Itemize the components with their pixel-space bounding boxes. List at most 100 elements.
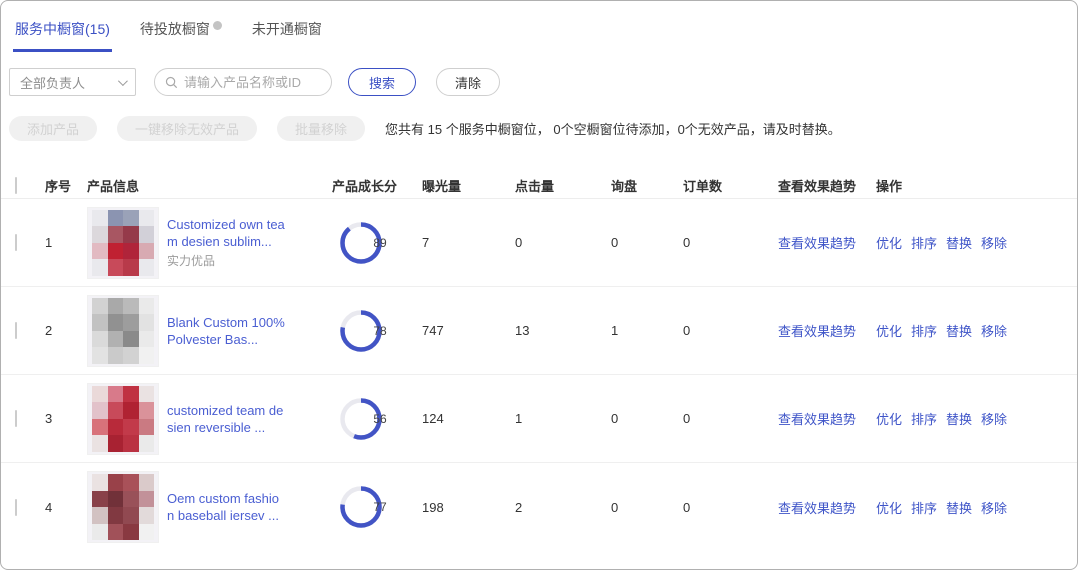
product-cell: Oem custom fashion baseball iersev ... [87,471,332,543]
optimize-link[interactable]: 优化 [876,500,903,516]
inquiries-value: 0 [611,411,619,426]
sort-link[interactable]: 排序 [911,500,938,516]
row-index: 4 [45,499,53,515]
inquiries-value: 1 [611,323,619,338]
row-checkbox[interactable] [15,234,17,251]
exposure-value: 124 [422,411,444,426]
optimize-link[interactable]: 优化 [876,412,903,427]
product-title-link[interactable]: customized team desien reversible ... [167,402,284,435]
row-operations: 优化 排序 替换 移除 [876,498,1077,517]
product-thumbnail-mosaic [92,474,154,540]
product-thumbnail[interactable] [87,294,159,367]
inquiries-value: 0 [611,235,619,250]
view-trend-link[interactable]: 查看效果趋势 [778,324,857,339]
row-operations: 优化 排序 替换 移除 [876,321,1077,340]
product-thumbnail-mosaic [92,209,154,276]
batch-remove-button[interactable]: 批量移除 [277,116,366,141]
product-cell: customized team desien reversible ... [87,382,332,455]
product-thumbnail-mosaic [92,297,154,364]
row-checkbox[interactable] [15,322,17,339]
row-index: 3 [45,411,53,426]
owner-select-value: 全部负责人 [20,75,86,91]
product-title-link[interactable]: Oem custom fashion baseball iersev ... [167,491,280,523]
filter-row: 全部负责人 搜索 清除 [1,52,1077,96]
header-trend: 查看效果趋势 [778,179,857,194]
select-all-checkbox[interactable] [15,177,17,194]
sort-link[interactable]: 排序 [911,324,938,339]
clicks-value: 13 [515,323,530,338]
product-thumbnail[interactable] [87,206,159,279]
orders-value: 0 [683,235,691,250]
view-trend-link[interactable]: 查看效果趋势 [778,236,857,251]
clicks-value: 1 [515,411,523,426]
sort-link[interactable]: 排序 [911,236,938,251]
view-trend-link[interactable]: 查看效果趋势 [778,500,857,516]
remove-link[interactable]: 移除 [981,412,1008,427]
row-operations: 优化 排序 替换 移除 [876,233,1077,252]
replace-link[interactable]: 替换 [946,500,973,516]
product-thumbnail[interactable] [87,471,159,543]
header-operations: 操作 [876,179,903,194]
row-index: 1 [45,235,53,250]
replace-link[interactable]: 替换 [946,412,973,427]
inquiries-value: 0 [611,499,619,515]
table-body: 1 Customized own team desien sublim... 实… [1,199,1077,551]
sort-link[interactable]: 排序 [911,412,938,427]
row-index: 2 [45,323,53,338]
search-input[interactable] [184,74,321,90]
row-checkbox[interactable] [15,410,17,427]
growth-score-ring: 89 [338,220,422,266]
remove-link[interactable]: 移除 [981,236,1008,251]
add-product-button[interactable]: 添加产品 [9,116,98,141]
product-title-link[interactable]: Blank Custom 100% Polvester Bas... [167,314,285,347]
optimize-link[interactable]: 优化 [876,324,903,339]
view-trend-link[interactable]: 查看效果趋势 [778,412,857,427]
table-row: 2 Blank Custom 100% Polvester Bas... 78 … [1,287,1077,375]
replace-link[interactable]: 替换 [946,324,973,339]
remove-link[interactable]: 移除 [981,500,1008,516]
header-product-info: 产品信息 [87,179,140,194]
exposure-value: 7 [422,235,430,250]
tab-pending-showcase[interactable]: 待投放橱窗 [138,19,224,52]
header-growth-score: 产品成长分 [332,179,398,194]
bulk-actions-row: 添加产品 一键移除无效产品 批量移除 您共有 15 个服务中橱窗位， 0个空橱窗… [1,96,1077,141]
growth-score-ring: 56 [338,396,422,442]
showcase-summary-text: 您共有 15 个服务中橱窗位， 0个空橱窗位待添加，0个无效产品，请及时替换。 [385,122,841,137]
header-index: 序号 [45,179,72,194]
growth-score-value: 89 [373,235,387,250]
chevron-down-icon [117,75,128,86]
clear-button[interactable]: 清除 [436,68,500,96]
product-cell: Customized own team desien sublim... 实力优… [87,206,332,279]
search-button[interactable]: 搜索 [348,68,416,96]
table-row: 4 Oem custom fashion baseball iersev ...… [1,463,1077,551]
product-thumbnail-mosaic [92,385,154,452]
tab-pending-showcase-label: 待投放橱窗 [139,21,210,37]
tab-unopened-showcase[interactable]: 未开通橱窗 [250,19,324,52]
row-operations: 优化 排序 替换 移除 [876,409,1077,428]
row-checkbox[interactable] [15,498,17,516]
replace-link[interactable]: 替换 [946,236,973,251]
exposure-value: 198 [422,499,444,515]
tab-active-showcase[interactable]: 服务中橱窗(15) [13,19,112,52]
header-orders: 订单数 [683,179,723,194]
orders-value: 0 [683,323,691,338]
header-exposure: 曝光量 [422,179,462,194]
product-cell: Blank Custom 100% Polvester Bas... [87,294,332,367]
remove-link[interactable]: 移除 [981,324,1008,339]
exposure-value: 747 [422,323,444,338]
clicks-value: 2 [515,499,523,515]
table-header: 序号 产品信息 产品成长分 曝光量 点击量 询盘 订单数 查看效果趋势 操作 [1,173,1077,199]
product-title-link[interactable]: Customized own team desien sublim... [167,217,285,249]
owner-select[interactable]: 全部负责人 [9,68,136,96]
remove-invalid-products-button[interactable]: 一键移除无效产品 [117,116,258,141]
growth-score-ring: 77 [338,484,422,530]
header-clicks: 点击量 [515,179,555,194]
product-tag: 实力优品 [167,254,216,268]
search-box[interactable] [154,68,332,96]
product-thumbnail[interactable] [87,382,159,455]
clicks-value: 0 [515,235,523,250]
tab-unopened-showcase-label: 未开通橱窗 [251,21,322,37]
growth-score-cell: 89 [332,220,422,266]
optimize-link[interactable]: 优化 [876,236,903,251]
growth-score-cell: 56 [332,396,422,442]
